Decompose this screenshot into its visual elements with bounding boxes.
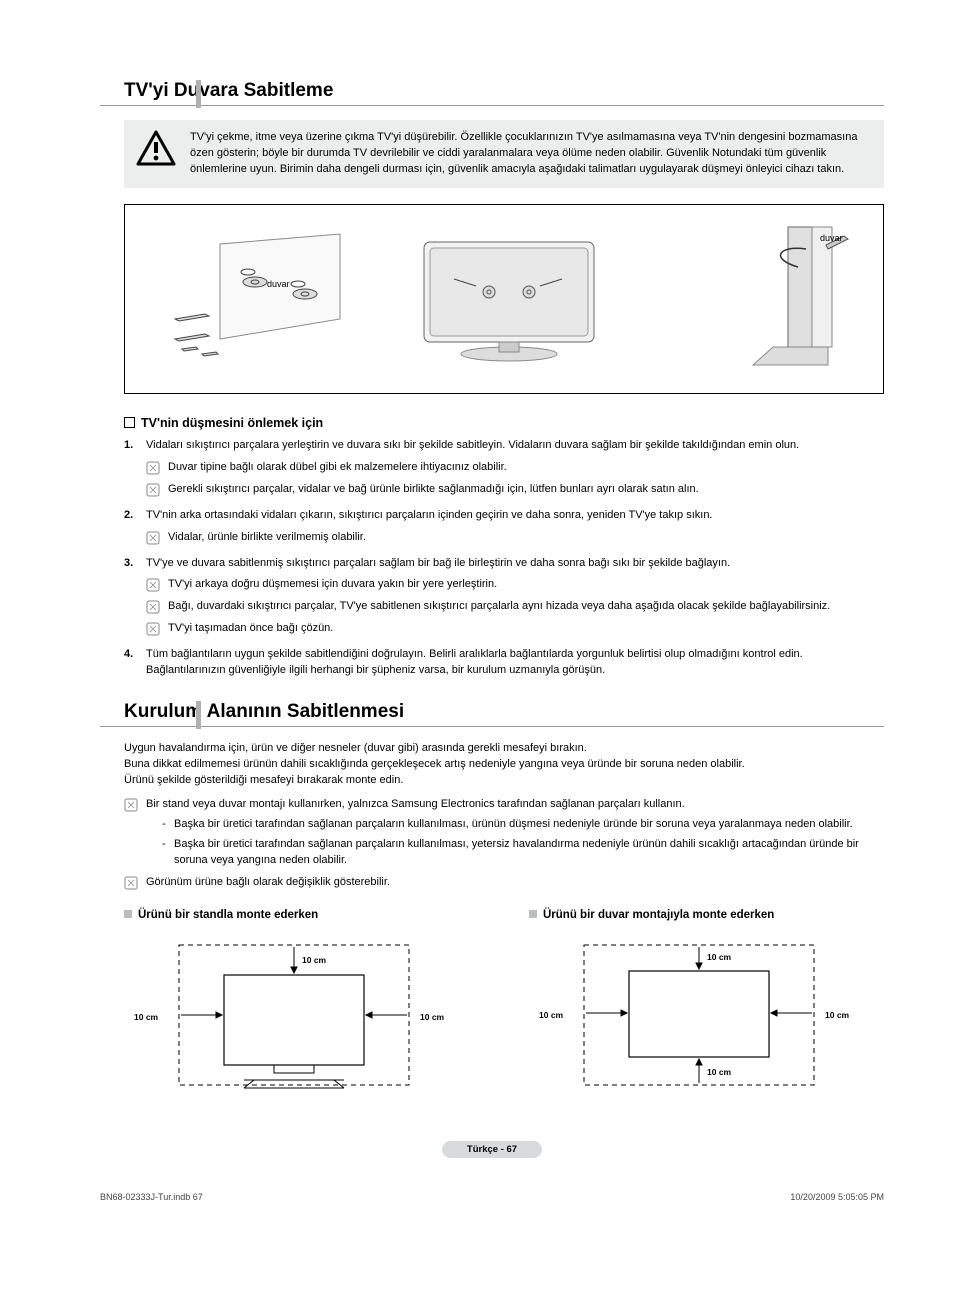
note-text: TV'yi arkaya doğru düşmemesi için duvara…	[168, 578, 497, 590]
warning-icon	[136, 130, 176, 166]
note-text: Duvar tipine bağlı olarak dübel gibi ek …	[168, 461, 507, 473]
section2-note2: Görünüm ürüne bağlı olarak değişiklik gö…	[124, 875, 884, 891]
note-icon	[146, 461, 160, 475]
note-icon	[124, 876, 138, 890]
step-4-text: Tüm bağlantıların uygun şekilde sabitlen…	[146, 648, 803, 676]
note-item: Duvar tipine bağlı olarak dübel gibi ek …	[146, 460, 884, 476]
step-3-text: TV'ye ve duvara sabitlenmiş sıkıştırıcı …	[146, 557, 730, 569]
mount-wall-diagram: 10 cm 10 cm 10 cm 10 cm	[529, 935, 884, 1115]
mount-wall-col: Ürünü bir duvar montajıyla monte ederken…	[529, 909, 884, 1115]
section2-intro: Uygun havalandırma için, ürün ve diğer n…	[124, 741, 884, 789]
step-2-notes: Vidalar, ürünle birlikte verilmemiş olab…	[146, 530, 884, 546]
step-3: TV'ye ve duvara sabitlenmiş sıkıştırıcı …	[124, 556, 884, 638]
note-icon	[146, 622, 160, 636]
square-bullet-icon	[529, 910, 537, 918]
wall-label-right: duvar	[820, 233, 843, 243]
subheading-prevent-fall: TV'nin düşmesini önlemek için	[124, 416, 884, 430]
note2-text: Görünüm ürüne bağlı olarak değişiklik gö…	[146, 876, 390, 888]
step-2-text: TV'nin arka ortasındaki vidaları çıkarın…	[146, 509, 713, 521]
intro-line: Buna dikkat edilmemesi ürünün dahili sıc…	[124, 757, 884, 773]
box-icon	[124, 417, 135, 428]
note1-text: Bir stand veya duvar montajı kullanırken…	[146, 798, 685, 810]
section2-heading-wrap: Kurulum Alanının Sabitlenmesi	[100, 701, 884, 727]
dim-right: 10 cm	[825, 1010, 849, 1020]
note-text: Bağı, duvardaki sıkıştırıcı parçalar, TV…	[168, 600, 830, 612]
accent-bar	[196, 80, 201, 108]
subheading-text: TV'nin düşmesini önlemek için	[141, 416, 323, 430]
section1-heading-wrap: TV'yi Duvara Sabitleme	[100, 80, 884, 106]
mount-wall-title-text: Ürünü bir duvar montajıyla monte ederken	[543, 909, 774, 921]
note-icon	[146, 600, 160, 614]
dim-top: 10 cm	[302, 955, 326, 965]
mount-wall-title: Ürünü bir duvar montajıyla monte ederken	[529, 909, 884, 921]
note-icon	[146, 531, 160, 545]
page-badge: Türkçe - 67	[442, 1141, 542, 1158]
mount-diagrams-row: Ürünü bir standla monte ederken 10 cm 10…	[124, 909, 884, 1115]
mount-stand-title: Ürünü bir standla monte ederken	[124, 909, 479, 921]
step-2: TV'nin arka ortasındaki vidaları çıkarın…	[124, 508, 884, 546]
note-text: Vidalar, ürünle birlikte verilmemiş olab…	[168, 531, 366, 543]
dim-left: 10 cm	[134, 1012, 158, 1022]
note-text: TV'yi taşımadan önce bağı çözün.	[168, 622, 333, 634]
note-item: TV'yi arkaya doğru düşmemesi için duvara…	[146, 577, 884, 593]
step-1: Vidaları sıkıştırıcı parçalara yerleştir…	[124, 438, 884, 498]
note-icon	[124, 798, 138, 812]
step-4: Tüm bağlantıların uygun şekilde sabitlen…	[124, 647, 884, 679]
warning-box: TV'yi çekme, itme veya üzerine çıkma TV'…	[124, 120, 884, 188]
section2-note1: Bir stand veya duvar montajı kullanırken…	[124, 797, 884, 869]
dim-right: 10 cm	[420, 1012, 444, 1022]
dim-top: 10 cm	[707, 952, 731, 962]
note-text: Gerekli sıkıştırıcı parçalar, vidalar ve…	[168, 483, 699, 495]
dim-bottom: 10 cm	[707, 1067, 731, 1077]
footer-right: 10/20/2009 5:05:05 PM	[790, 1192, 884, 1202]
mount-stand-diagram: 10 cm 10 cm 10 cm	[124, 935, 479, 1115]
step-3-notes: TV'yi arkaya doğru düşmemesi için duvara…	[146, 577, 884, 637]
intro-line: Uygun havalandırma için, ürün ve diğer n…	[124, 741, 884, 757]
note-item: Gerekli sıkıştırıcı parçalar, vidalar ve…	[146, 482, 884, 498]
note-item: Bağı, duvardaki sıkıştırıcı parçalar, TV…	[146, 599, 884, 615]
note1-bullets: Başka bir üretici tarafından sağlanan pa…	[146, 817, 884, 869]
steps-list: Vidaları sıkıştırıcı parçalara yerleştir…	[124, 438, 884, 679]
step-1-notes: Duvar tipine bağlı olarak dübel gibi ek …	[146, 460, 884, 498]
footer: BN68-02333J-Tur.indb 67 10/20/2009 5:05:…	[100, 1192, 884, 1202]
diagram-tv-back	[394, 224, 624, 374]
dim-left: 10 cm	[539, 1010, 563, 1020]
square-bullet-icon	[124, 910, 132, 918]
note-item: TV'yi taşımadan önce bağı çözün.	[146, 621, 884, 637]
note-icon	[146, 578, 160, 592]
mount-stand-title-text: Ürünü bir standla monte ederken	[138, 909, 318, 921]
note-item: Vidalar, ürünle birlikte verilmemiş olab…	[146, 530, 884, 546]
section2-title: Kurulum Alanının Sabitlenmesi	[100, 701, 884, 727]
footer-left: BN68-02333J-Tur.indb 67	[100, 1192, 203, 1202]
bullet-item: Başka bir üretici tarafından sağlanan pa…	[146, 837, 884, 869]
mount-stand-col: Ürünü bir standla monte ederken 10 cm 10…	[124, 909, 479, 1115]
diagram-wall-brackets: duvar	[150, 224, 360, 374]
step-1-text: Vidaları sıkıştırıcı parçalara yerleştir…	[146, 439, 799, 451]
wall-label-left: duvar	[267, 279, 290, 289]
intro-line: Ürünü şekilde gösterildiği mesafeyi bıra…	[124, 773, 884, 789]
warning-text: TV'yi çekme, itme veya üzerine çıkma TV'…	[190, 130, 872, 178]
diagram-row: duvar duvar	[124, 204, 884, 394]
bullet-item: Başka bir üretici tarafından sağlanan pa…	[146, 817, 884, 833]
accent-bar	[196, 701, 201, 729]
diagram-tv-side: duvar	[658, 219, 858, 379]
section1-title: TV'yi Duvara Sabitleme	[100, 80, 884, 106]
note-icon	[146, 483, 160, 497]
